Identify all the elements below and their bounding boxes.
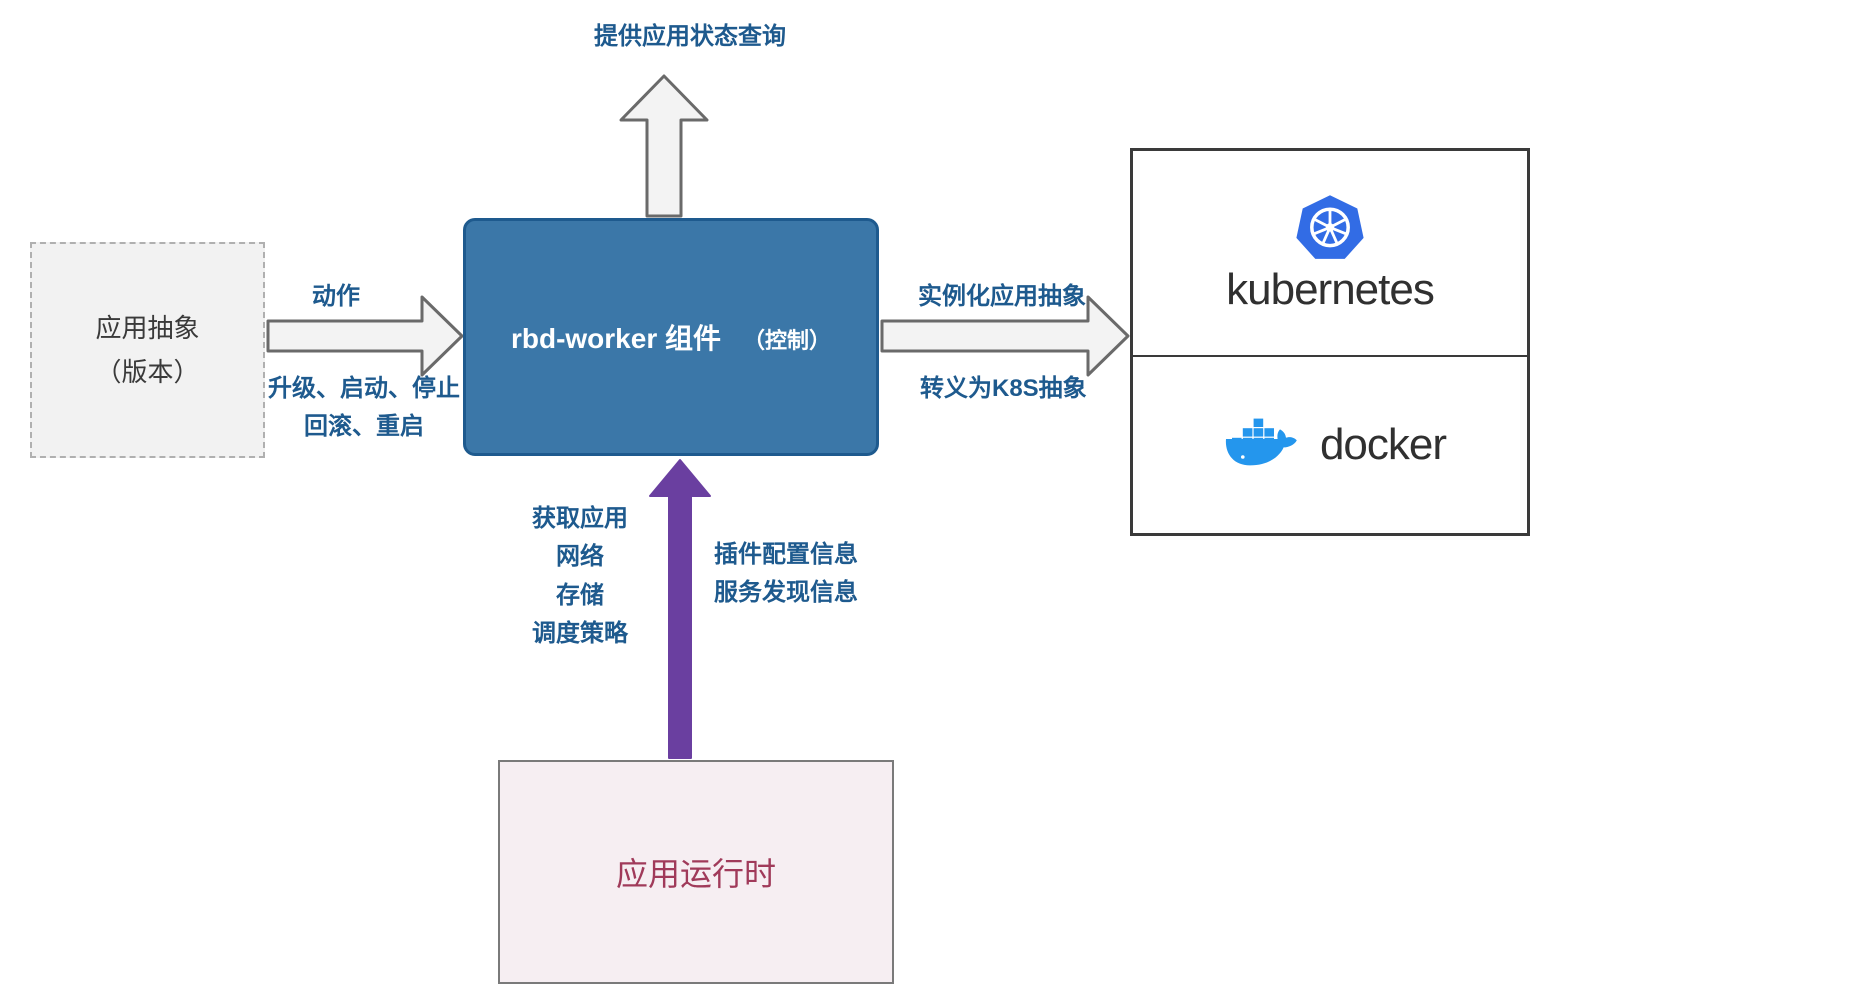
node-rbd-worker-subtitle: （控制）	[743, 323, 831, 355]
label-translate: 转义为K8S抽象	[920, 370, 1087, 408]
node-app-runtime: 应用运行时	[498, 760, 894, 984]
docker-icon	[1214, 409, 1310, 481]
arrow-layer	[0, 0, 1868, 988]
kubernetes-label: kubernetes	[1226, 265, 1434, 315]
label-instantiate: 实例化应用抽象	[918, 278, 1086, 316]
docker-label: docker	[1320, 420, 1446, 470]
kubernetes-icon	[1295, 191, 1365, 261]
docker-section: docker	[1133, 357, 1527, 533]
label-action: 动作	[312, 278, 360, 316]
node-app-abstraction-line2: （版本）	[95, 350, 199, 394]
node-app-runtime-text: 应用运行时	[616, 849, 776, 895]
label-operations: 升级、启动、停止 回滚、重启	[268, 370, 460, 447]
node-k8s-docker: kubernetes docker	[1130, 148, 1530, 536]
label-fetch-app: 获取应用 网络 存储 调度策略	[532, 500, 628, 654]
node-app-abstraction: 应用抽象 （版本）	[30, 242, 265, 458]
node-rbd-worker: rbd-worker 组件 （控制）	[463, 218, 879, 456]
node-rbd-worker-title: rbd-worker 组件	[511, 317, 721, 357]
k8s-section: kubernetes	[1133, 151, 1527, 357]
node-app-abstraction-line1: 应用抽象	[95, 306, 199, 350]
label-plugin-info: 插件配置信息 服务发现信息	[714, 536, 858, 613]
label-top: 提供应用状态查询	[594, 18, 786, 56]
